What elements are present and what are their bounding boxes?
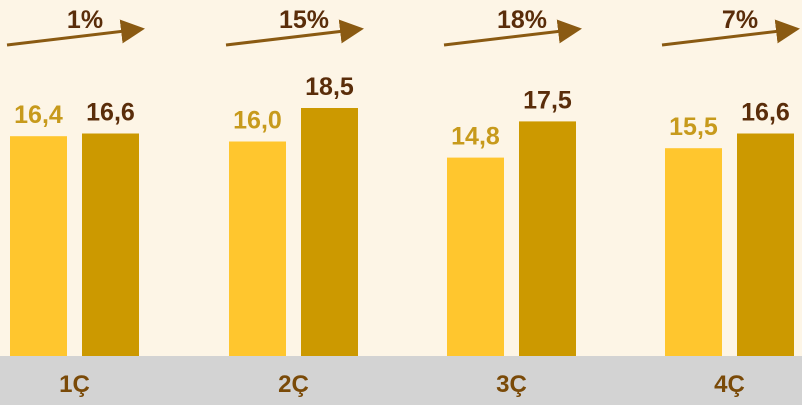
- category-label: 4Ç: [714, 371, 745, 398]
- change-arrow: [661, 19, 800, 47]
- change-arrow: [6, 19, 145, 47]
- change-percent-label: 1%: [67, 6, 103, 34]
- bar-group-1: 16,4 16,6 1% 1Ç: [6, 6, 145, 398]
- bar-series-2: [737, 133, 794, 356]
- bar-group-4: 15,5 16,6 7% 4Ç: [661, 6, 800, 398]
- data-label-series-1: 14,8: [451, 123, 500, 151]
- bar-series-1: [229, 141, 286, 356]
- bar-series-1: [447, 157, 504, 356]
- data-label-series-2: 16,6: [741, 99, 790, 127]
- change-percent-label: 18%: [497, 6, 547, 34]
- bar-series-2: [301, 108, 358, 356]
- bar-group-3: 14,8 17,5 18% 3Ç: [443, 6, 582, 398]
- change-arrow: [443, 19, 582, 47]
- bar-series-2: [82, 133, 139, 356]
- category-band: [0, 356, 802, 405]
- data-label-series-2: 17,5: [523, 86, 572, 114]
- change-percent-label: 7%: [722, 6, 758, 34]
- bar-series-1: [665, 148, 722, 356]
- data-label-series-2: 16,6: [86, 99, 135, 127]
- data-label-series-1: 15,5: [669, 113, 718, 141]
- data-label-series-1: 16,4: [14, 101, 63, 129]
- bar-series-2: [519, 121, 576, 357]
- data-label-series-1: 16,0: [233, 107, 282, 135]
- category-label: 2Ç: [278, 371, 309, 398]
- change-arrow: [225, 19, 364, 47]
- data-label-series-2: 18,5: [305, 73, 354, 101]
- change-percent-label: 15%: [279, 6, 329, 34]
- bar-series-1: [10, 136, 67, 356]
- category-label: 1Ç: [59, 371, 90, 398]
- bar-group-2: 16,0 18,5 15% 2Ç: [225, 6, 364, 398]
- category-label: 3Ç: [496, 371, 527, 398]
